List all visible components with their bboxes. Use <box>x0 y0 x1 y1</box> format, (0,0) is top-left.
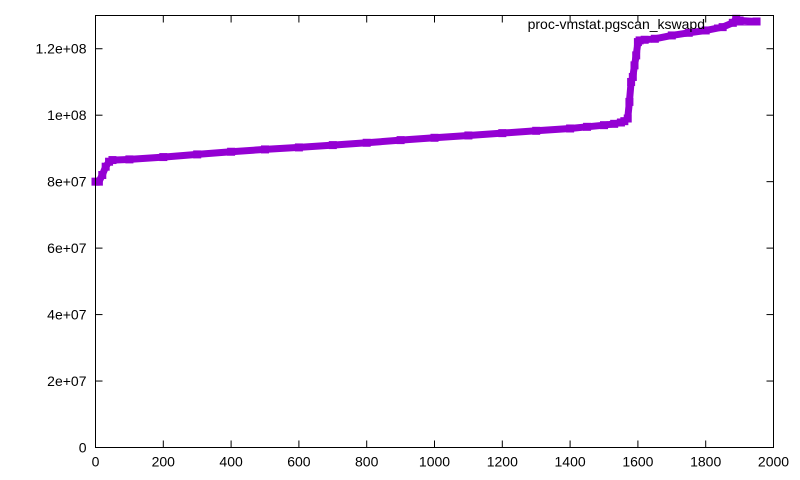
series-layer <box>91 14 761 186</box>
data-point <box>193 150 202 159</box>
data-point <box>294 143 303 152</box>
data-point <box>650 34 659 43</box>
data-point <box>94 177 103 186</box>
data-point <box>628 72 637 81</box>
y-tick-label: 0 <box>79 440 87 456</box>
x-tick-label: 2000 <box>758 454 789 470</box>
x-tick-label: 1200 <box>487 454 518 470</box>
x-tick-label: 0 <box>92 454 100 470</box>
data-point <box>498 129 507 138</box>
data-point <box>640 35 649 44</box>
x-tick-label: 600 <box>287 454 311 470</box>
x-tick-label: 200 <box>152 454 176 470</box>
data-point <box>362 138 371 147</box>
y-tick-label: 4e+07 <box>47 307 87 323</box>
y-tick-label: 1.2e+08 <box>36 41 87 57</box>
data-point <box>623 114 632 123</box>
data-point <box>752 17 761 26</box>
data-point <box>159 153 168 162</box>
plot-frame <box>95 15 774 448</box>
data-point <box>627 77 636 86</box>
data-point <box>430 133 439 142</box>
data-point <box>464 131 473 140</box>
data-point <box>261 145 269 154</box>
data-point <box>125 155 134 164</box>
data-point <box>101 162 110 171</box>
legend-label: proc-vmstat.pgscan_kswapd <box>528 16 705 32</box>
x-tick-label: 1600 <box>622 454 653 470</box>
data-point <box>532 126 541 135</box>
x-tick-label: 1400 <box>555 454 586 470</box>
data-point <box>667 31 676 40</box>
x-tick-label: 1800 <box>690 454 721 470</box>
data-point <box>566 124 575 133</box>
x-tick-label: 800 <box>355 454 379 470</box>
data-point <box>701 26 710 35</box>
data-point <box>583 122 592 131</box>
data-point <box>635 36 644 45</box>
data-point <box>328 141 337 150</box>
y-tick-label: 8e+07 <box>47 174 87 190</box>
data-point <box>610 119 619 128</box>
data-point <box>632 51 641 60</box>
x-tick-label: 400 <box>219 454 243 470</box>
y-tick-label: 2e+07 <box>47 373 87 389</box>
y-tick-label: 1e+08 <box>47 107 87 123</box>
data-point <box>684 28 693 37</box>
data-point <box>108 156 117 165</box>
data-point <box>600 121 608 130</box>
x-tick-label: 1000 <box>419 454 450 470</box>
data-point <box>227 147 236 156</box>
legend: proc-vmstat.pgscan_kswapd <box>528 16 757 32</box>
y-tick-label: 6e+07 <box>47 240 87 256</box>
data-point <box>735 16 744 25</box>
data-point <box>98 171 107 180</box>
data-point <box>630 61 639 70</box>
data-point <box>625 97 634 106</box>
ticks-layer: 0 200 400 600 800 1000 1200 1400 1600 1800 2000 0 2e… <box>36 15 789 470</box>
data-point <box>718 23 727 32</box>
data-point <box>396 136 405 145</box>
